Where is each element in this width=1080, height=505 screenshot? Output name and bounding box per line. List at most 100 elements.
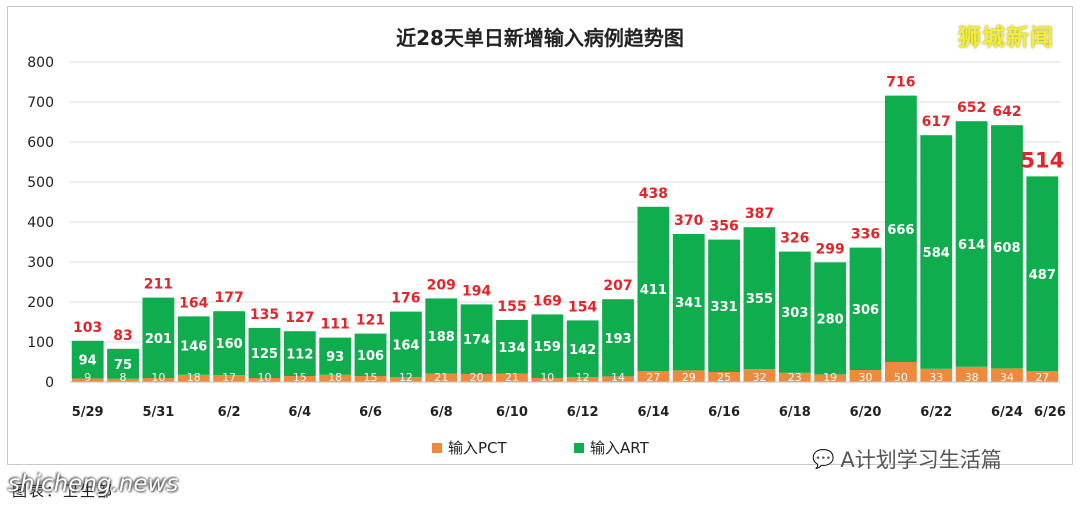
art-value-label: 164 (392, 338, 419, 353)
art-value-label: 201 (145, 332, 172, 347)
pct-value-label: 30 (859, 371, 873, 384)
art-value-label: 608 (993, 241, 1020, 256)
bar-art (389, 311, 422, 378)
pct-value-label: 38 (965, 371, 979, 384)
x-tick-label: 6/16 (708, 405, 740, 420)
y-tick-label: 200 (27, 295, 54, 311)
bar-pct (778, 372, 811, 382)
bar-art (708, 239, 741, 372)
pct-value-label: 17 (222, 371, 236, 384)
pct-value-label: 50 (894, 371, 908, 384)
total-value-label: 211 (144, 277, 173, 293)
pct-value-label: 12 (576, 371, 590, 384)
pct-value-label: 27 (646, 371, 660, 384)
bar-pct (496, 373, 528, 382)
x-tick-label: 6/6 (359, 405, 382, 420)
bar-art (920, 135, 953, 369)
total-value-label: 387 (745, 206, 774, 222)
bar-pct (248, 378, 281, 382)
total-value-label: 209 (427, 277, 456, 293)
art-value-label: 174 (463, 333, 490, 348)
x-tick-label: 5/31 (142, 405, 174, 420)
wechat-icon: 💬 (812, 448, 835, 470)
pct-value-label: 27 (1035, 371, 1049, 384)
art-value-label: 355 (746, 292, 773, 307)
bar-art (814, 262, 847, 375)
bar-pct (884, 362, 917, 382)
art-value-label: 193 (604, 332, 631, 347)
pct-value-label: 25 (717, 371, 731, 384)
bar-pct (708, 372, 741, 382)
bar-pct (177, 374, 210, 382)
total-value-label: 169 (533, 293, 562, 309)
bar-art (955, 121, 988, 367)
pct-value-label: 18 (187, 371, 201, 384)
pct-value-label: 32 (752, 371, 766, 384)
art-value-label: 487 (1029, 268, 1056, 283)
bar-art (566, 320, 599, 378)
bar-art (884, 95, 917, 362)
bar-pct (389, 377, 422, 382)
legend: 输入PCT 输入ART (432, 439, 650, 457)
total-value-label: 299 (816, 241, 845, 257)
bar-art (354, 333, 387, 376)
art-value-label: 303 (781, 306, 808, 321)
bar-pct (354, 376, 387, 382)
total-value-label: 83 (113, 328, 132, 344)
bar-pct (991, 368, 1023, 382)
bar-pct (1026, 371, 1059, 382)
total-value-label: 336 (851, 227, 880, 243)
pct-value-label: 34 (1000, 371, 1014, 384)
x-tick-label: 6/12 (567, 405, 599, 420)
art-value-label: 331 (711, 300, 738, 315)
bar-art (107, 348, 139, 379)
total-value-label: 103 (73, 320, 102, 336)
bar-art (142, 297, 175, 378)
total-value-label: 154 (568, 299, 597, 315)
bar-pct (107, 378, 139, 382)
bar-pct (814, 374, 847, 382)
art-value-label: 614 (958, 238, 985, 253)
legend-swatch (432, 443, 442, 453)
bar-pct (743, 369, 776, 382)
pct-value-label: 20 (470, 371, 484, 384)
x-tick-label: 6/14 (637, 405, 669, 420)
art-value-label: 94 (79, 354, 97, 369)
x-tick-label: 5/29 (72, 405, 104, 420)
total-value-label: 438 (639, 186, 668, 202)
bar-art (849, 247, 882, 370)
total-value-label: 155 (497, 299, 526, 315)
total-value-label: 514 (1020, 148, 1064, 172)
pct-value-label: 29 (682, 371, 696, 384)
bars: 9941038758310201211181461641716017710125… (71, 75, 1064, 384)
bar-art (283, 331, 316, 376)
wechat-label: A计划学习生活篇 (840, 448, 1002, 472)
art-value-label: 106 (357, 349, 384, 364)
bar-art (71, 340, 104, 379)
art-value-label: 188 (428, 330, 455, 345)
total-value-label: 111 (321, 317, 350, 333)
bar-art (319, 337, 352, 375)
chart-title: 近28天单日新增输入病例趋势图 (396, 26, 684, 50)
bar-art (248, 328, 281, 378)
x-tick-label: 6/4 (288, 405, 311, 420)
y-tick-label: 500 (27, 175, 54, 191)
bar-art (496, 320, 528, 374)
pct-value-label: 8 (120, 371, 127, 384)
total-value-label: 194 (462, 283, 491, 299)
total-value-label: 716 (886, 75, 915, 91)
pct-value-label: 15 (293, 371, 307, 384)
y-tick-label: 300 (27, 255, 54, 271)
x-tick-label: 6/22 (920, 405, 952, 420)
art-value-label: 584 (923, 246, 950, 261)
bar-art (425, 298, 458, 374)
pct-value-label: 19 (823, 371, 837, 384)
bar-art (743, 227, 776, 370)
pct-value-label: 33 (929, 371, 943, 384)
chart-frame (7, 6, 1073, 465)
bar-pct (71, 378, 104, 382)
bar-pct (672, 370, 705, 382)
art-value-label: 306 (852, 303, 879, 318)
y-tick-label: 700 (27, 95, 54, 111)
total-value-label: 177 (214, 290, 243, 306)
